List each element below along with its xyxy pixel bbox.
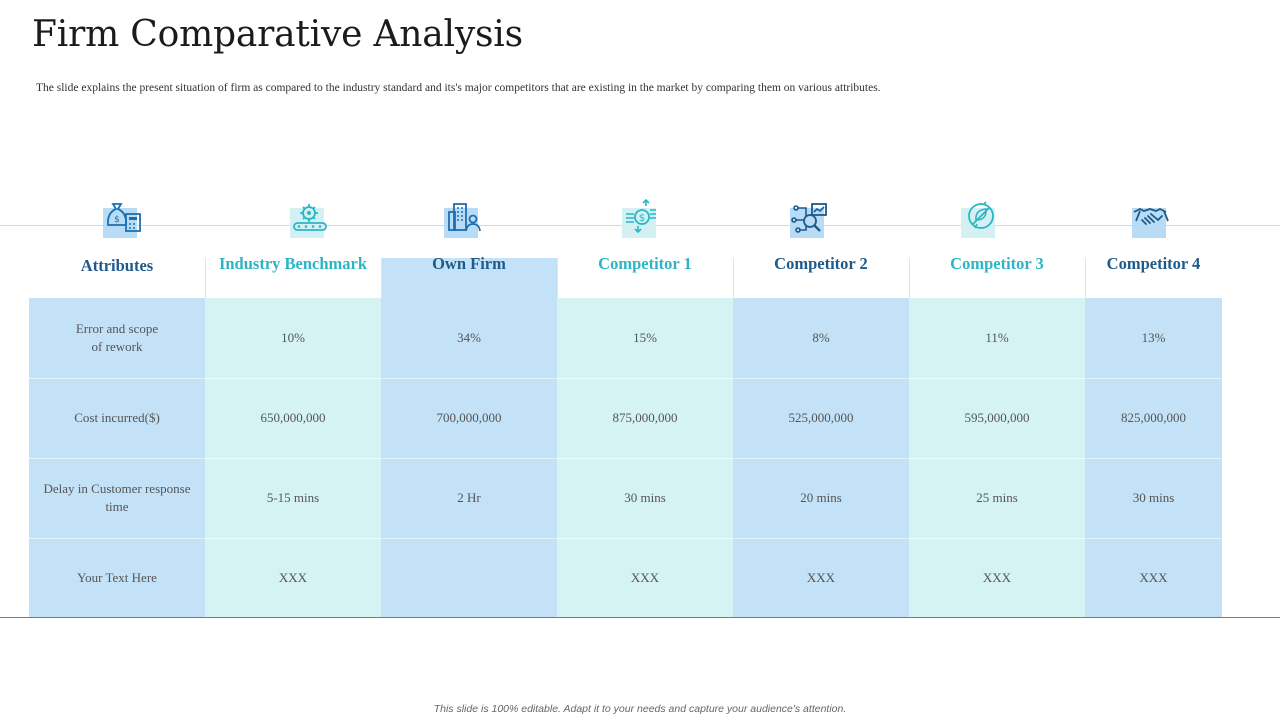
- header-separator: [909, 258, 910, 298]
- svg-text:$: $: [114, 215, 120, 225]
- table-column: Competitor 2 8% 525,000,000 20 mins XXX: [733, 0, 909, 720]
- header-separator: [733, 258, 734, 298]
- table-cell: 525,000,000: [788, 410, 854, 425]
- table-cell: 595,000,000: [964, 410, 1030, 425]
- row-separator: [205, 538, 381, 539]
- row-separator: [29, 378, 205, 379]
- column-header: Competitor 3: [950, 254, 1044, 273]
- table-cell: 8%: [812, 330, 830, 345]
- table-cell: 10%: [281, 330, 305, 345]
- table-cell: Your Text Here: [77, 570, 157, 585]
- row-separator: [557, 458, 733, 459]
- column-header: Competitor 4: [1106, 254, 1201, 273]
- column-header: Industry Benchmark: [218, 254, 368, 273]
- table-column: Own Firm 34% 700,000,000 2 Hr: [381, 0, 557, 720]
- header-separator: [381, 258, 382, 298]
- handshake-icon: [1132, 207, 1169, 238]
- row-separator: [909, 458, 1085, 459]
- table-cell: 875,000,000: [612, 410, 678, 425]
- row-separator: [909, 378, 1085, 379]
- row-separator: [733, 458, 909, 459]
- column-header: Attributes: [80, 256, 154, 275]
- table-cell: 700,000,000: [436, 410, 502, 425]
- row-separator: [909, 538, 1085, 539]
- table-cell: Error and scope of rework: [75, 321, 159, 354]
- network-analysis-icon: [790, 203, 827, 238]
- row-separator: [733, 378, 909, 379]
- row-separator: [557, 538, 733, 539]
- table-cell: 15%: [633, 330, 657, 345]
- row-separator: [381, 458, 557, 459]
- table-column: $ Attributes Error and scope of rework Cost…: [29, 0, 205, 720]
- column-header: Own Firm: [432, 254, 506, 273]
- column-header: Competitor 1: [598, 254, 692, 273]
- table-column: Competitor 4 13% 825,000,000 30 mins XXX: [1085, 0, 1222, 720]
- row-separator: [733, 538, 909, 539]
- table-cell: XXX: [278, 570, 308, 585]
- table-cell: 825,000,000: [1121, 410, 1186, 425]
- office-building-person-icon: [444, 203, 481, 238]
- dollar-exchange-icon: $: [622, 198, 656, 238]
- table-cell: 20 mins: [800, 490, 842, 505]
- table-cell: 30 mins: [1132, 490, 1175, 505]
- svg-text:$: $: [639, 213, 645, 224]
- row-separator: [381, 378, 557, 379]
- table-cell: XXX: [982, 570, 1012, 585]
- row-separator: [1085, 538, 1222, 539]
- header-separator: [205, 258, 206, 298]
- table-cell: 11%: [985, 330, 1009, 345]
- table-cell: 2 Hr: [457, 490, 481, 505]
- table-cell: Delay in Customer response time: [43, 481, 191, 514]
- row-separator: [557, 378, 733, 379]
- table-cell: XXX: [806, 570, 836, 585]
- table-cell: 5-15 mins: [266, 490, 320, 505]
- leaf-no-sign-icon: [961, 201, 995, 238]
- row-separator: [1085, 378, 1222, 379]
- table-cell: Cost incurred($): [74, 410, 160, 425]
- footer-note: This slide is 100% editable. Adapt it to…: [433, 703, 847, 715]
- table-cell: 650,000,000: [260, 410, 326, 425]
- gear-conveyor-icon: [290, 204, 327, 238]
- row-separator: [205, 458, 381, 459]
- row-separator: [1085, 458, 1222, 459]
- column-background: [381, 258, 557, 618]
- table-cell: XXX: [1139, 570, 1168, 585]
- table-cell: 25 mins: [976, 490, 1018, 505]
- table-cell: 30 mins: [624, 490, 666, 505]
- money-bag-calculator-icon: $: [103, 203, 141, 238]
- row-separator: [29, 458, 205, 459]
- row-separator: [205, 378, 381, 379]
- table-cell: 34%: [457, 330, 481, 345]
- table-cell: 13%: [1141, 330, 1166, 345]
- bottom-divider-line: [0, 617, 1280, 618]
- row-separator: [381, 538, 557, 539]
- table-cell: XXX: [630, 570, 660, 585]
- page-title: Firm Comparative Analysis: [32, 14, 523, 55]
- table-column: Competitor 3 11% 595,000,000 25 mins XXX: [909, 0, 1085, 720]
- header-separator: [557, 258, 558, 298]
- column-header: Competitor 2: [774, 254, 868, 273]
- table-column: $ Competitor 1 15% 875,000,000 30 mins XXX: [557, 0, 733, 720]
- table-column: Industry Benchmark 10% 650,000,000 5-15 min…: [205, 0, 381, 720]
- header-separator: [1085, 258, 1086, 298]
- page-subtitle: The slide explains the present situation…: [36, 82, 881, 94]
- row-separator: [29, 538, 205, 539]
- table-cell: [381, 538, 557, 618]
